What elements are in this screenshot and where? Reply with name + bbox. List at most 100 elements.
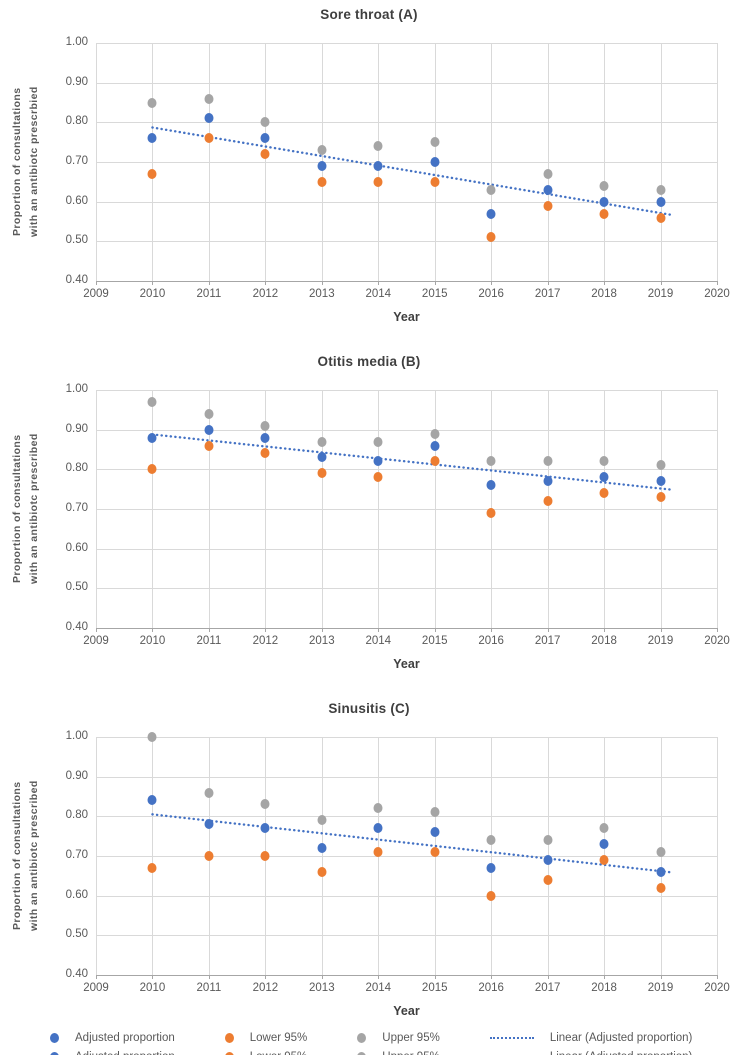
x-tick-label: 2009 bbox=[83, 635, 109, 647]
legend-label: Adjusted proportion bbox=[75, 1032, 175, 1044]
data-point-adjusted-proportion bbox=[599, 839, 609, 850]
x-tick-label: 2010 bbox=[139, 635, 166, 647]
legend-item-upper-95: Upper 95% bbox=[357, 1032, 440, 1044]
y-tick-label: 0.90 bbox=[65, 75, 88, 88]
y-tick-label: 0.60 bbox=[65, 888, 88, 901]
axis-tick bbox=[717, 628, 718, 632]
data-point-upper-95- bbox=[147, 97, 157, 108]
data-point-upper-95- bbox=[204, 787, 214, 798]
legend-item-adjusted-proportion: Adjusted proportion bbox=[50, 1032, 175, 1044]
y-tick-label: 0.80 bbox=[65, 115, 88, 128]
data-point-lower-95- bbox=[317, 866, 327, 877]
gridline-horizontal bbox=[96, 82, 717, 84]
data-point-adjusted-proportion bbox=[317, 452, 327, 463]
x-tick-label: 2015 bbox=[421, 288, 448, 300]
data-point-lower-95- bbox=[543, 200, 553, 211]
x-tick-label: 2016 bbox=[478, 982, 504, 994]
gridline-horizontal bbox=[96, 628, 717, 629]
data-point-adjusted-proportion bbox=[486, 480, 496, 491]
upper-95-dot-icon bbox=[357, 1033, 367, 1043]
legend-label: Upper 95% bbox=[382, 1032, 440, 1044]
data-point-lower-95- bbox=[373, 176, 383, 187]
axis-tick bbox=[321, 281, 323, 285]
gridline-horizontal bbox=[96, 776, 717, 778]
data-point-adjusted-proportion bbox=[204, 424, 214, 435]
axis-tick bbox=[96, 975, 97, 979]
lower-95-dot-icon bbox=[224, 1033, 234, 1043]
axis-tick bbox=[604, 628, 606, 632]
axis-tick bbox=[265, 628, 267, 632]
x-tick-label: 2013 bbox=[309, 982, 335, 994]
x-tick-label: 2015 bbox=[421, 982, 448, 994]
axis-tick bbox=[321, 975, 323, 979]
y-tick-label: 0.60 bbox=[65, 541, 88, 554]
x-tick-label: 2020 bbox=[704, 288, 730, 300]
axis-tick bbox=[660, 975, 662, 979]
data-point-adjusted-proportion bbox=[317, 843, 327, 854]
x-tick-label: 2013 bbox=[309, 288, 335, 300]
gridline-vertical bbox=[717, 390, 718, 628]
x-axis-label: Year bbox=[393, 657, 420, 671]
x-tick-label: 2016 bbox=[478, 635, 504, 647]
data-point-adjusted-proportion bbox=[543, 854, 553, 865]
y-tick-label: 1.00 bbox=[65, 383, 88, 395]
data-point-lower-95- bbox=[204, 851, 214, 861]
x-tick-label: 2019 bbox=[647, 982, 674, 994]
axis-tick bbox=[660, 281, 662, 285]
axis-tick bbox=[491, 628, 493, 632]
data-point-adjusted-proportion bbox=[656, 866, 666, 877]
data-point-adjusted-proportion bbox=[317, 160, 327, 171]
legend: Adjusted proportion Lower 95% Upper 95% … bbox=[0, 1029, 738, 1047]
y-tick-label: 0.60 bbox=[65, 194, 88, 207]
y-tick-label: 0.40 bbox=[65, 968, 88, 980]
data-point-upper-95- bbox=[373, 141, 383, 152]
data-point-upper-95- bbox=[656, 184, 666, 195]
legend: Adjusted proportion Lower 95% Upper 95% … bbox=[0, 1050, 738, 1055]
gridline-horizontal bbox=[96, 935, 717, 937]
chart-otitis-media-b: Otitis media (B) Proportion of consultat… bbox=[0, 347, 738, 694]
data-point-lower-95- bbox=[430, 176, 440, 187]
y-tick-label: 0.40 bbox=[65, 621, 88, 633]
data-point-lower-95- bbox=[656, 882, 666, 893]
y-tick-label: 0.40 bbox=[65, 274, 88, 286]
legend-label: Linear (Adjusted proportion) bbox=[549, 1032, 693, 1044]
y-tick-label: 0.50 bbox=[65, 928, 88, 941]
y-tick-label: 1.00 bbox=[65, 730, 88, 742]
x-tick-label: 2013 bbox=[309, 635, 335, 647]
data-point-adjusted-proportion bbox=[543, 476, 553, 487]
data-point-upper-95- bbox=[599, 456, 609, 467]
y-axis-label-line1: Proportion of consultations bbox=[11, 781, 23, 931]
data-point-adjusted-proportion bbox=[260, 133, 270, 144]
x-tick-label: 2018 bbox=[591, 288, 617, 300]
x-tick-label: 2017 bbox=[534, 982, 561, 994]
data-point-upper-95- bbox=[430, 137, 440, 148]
x-tick-label: 2009 bbox=[83, 288, 109, 300]
gridline-horizontal bbox=[96, 975, 717, 976]
data-point-adjusted-proportion bbox=[373, 160, 383, 171]
x-tick-label: 2012 bbox=[252, 982, 279, 994]
x-tick-label: 2009 bbox=[83, 982, 109, 994]
y-axis-label: Proportion of consultations with an anti… bbox=[9, 43, 43, 281]
data-point-adjusted-proportion bbox=[430, 157, 440, 167]
y-tick-label: 0.50 bbox=[65, 234, 88, 247]
data-point-upper-95- bbox=[260, 799, 270, 810]
gridline-horizontal bbox=[96, 241, 717, 243]
data-point-adjusted-proportion bbox=[430, 440, 440, 451]
gridline-horizontal bbox=[96, 469, 717, 471]
axis-tick bbox=[547, 281, 549, 285]
data-point-lower-95- bbox=[599, 488, 609, 499]
x-tick-label: 2014 bbox=[365, 288, 392, 300]
x-tick-label: 2010 bbox=[139, 982, 166, 994]
data-point-lower-95- bbox=[147, 862, 157, 873]
legend-label: Lower 95% bbox=[249, 1032, 308, 1044]
axis-tick bbox=[208, 628, 210, 632]
data-point-upper-95- bbox=[486, 456, 496, 467]
x-tick-label: 2011 bbox=[196, 288, 222, 300]
x-tick-label: 2020 bbox=[704, 982, 730, 994]
data-point-lower-95- bbox=[260, 448, 270, 459]
y-axis-label-line1: Proportion of consultations bbox=[11, 87, 23, 237]
data-point-lower-95- bbox=[260, 149, 270, 160]
x-tick-label: 2018 bbox=[591, 982, 617, 994]
axis-tick bbox=[152, 628, 154, 632]
axis-tick bbox=[717, 975, 718, 979]
